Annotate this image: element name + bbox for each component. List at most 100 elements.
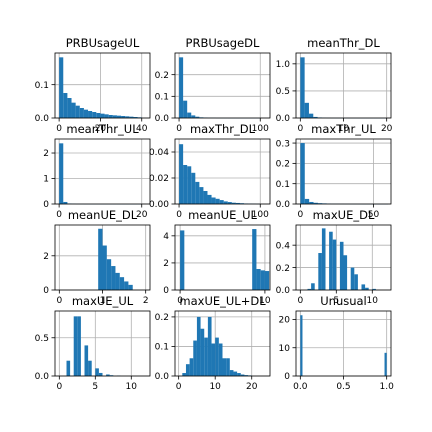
x-tick-label: 100 (252, 124, 269, 134)
histogram-bar (204, 337, 208, 376)
histogram-bar (196, 316, 201, 376)
subplot-3: 0 20 0 1 2 meanThr_UL (43, 122, 151, 220)
histogram-bar (191, 172, 196, 204)
x-tick-label: 0 (176, 210, 182, 220)
histogram-bar (84, 345, 89, 376)
y-tick-label: 0.2 (276, 264, 290, 274)
y-tick-label: 1 (43, 175, 49, 185)
histogram-bar (187, 166, 192, 204)
x-tick-label: 10 (209, 382, 221, 392)
x-tick-label: 0 (177, 296, 183, 306)
x-tick-label: 10 (367, 296, 379, 306)
histogram-bar (133, 117, 138, 118)
x-tick-label: 1 (100, 296, 106, 306)
y-tick-label: 0 (43, 200, 49, 210)
subplot-title: maxThr_DL (190, 122, 256, 136)
x-tick-label: 10 (126, 382, 138, 392)
y-tick-label: 0.1 (155, 343, 169, 353)
histogram-bar (207, 194, 212, 204)
y-tick-label: 0.0 (276, 286, 291, 296)
histogram-bar (195, 116, 200, 118)
histogram-bar (182, 373, 186, 376)
histogram-bar (207, 316, 212, 376)
histogram-bar (96, 113, 101, 118)
histogram-bar (180, 230, 185, 290)
x-tick-label: 0 (56, 210, 62, 220)
histogram-bar (231, 202, 236, 204)
subplot-0: 0 20 40 0.0 0.1 PRBUsageUL (35, 36, 151, 134)
histogram-bar (226, 358, 230, 376)
histogram-bar (189, 358, 194, 376)
histogram-bar (95, 368, 99, 376)
subplot-5: 0 50 0.0 0.1 0.2 0.3 maxThr_UL (276, 122, 392, 220)
histogram-bar (183, 100, 188, 118)
histogram-bar (218, 343, 223, 376)
histogram-bar (300, 57, 305, 118)
histogram-bar (77, 316, 81, 376)
axes-frame (295, 138, 392, 205)
y-tick-label: 0.0 (276, 114, 291, 124)
x-tick-label: 5 (92, 382, 98, 392)
histogram-bar (252, 229, 257, 290)
histogram-bar (179, 57, 184, 118)
y-tick-label: 0.2 (155, 71, 169, 81)
histogram-bar (200, 328, 205, 376)
histogram-bar (384, 352, 387, 376)
axes-frame (295, 224, 392, 291)
x-tick-label: 10 (259, 296, 271, 306)
histogram-bar (183, 165, 188, 204)
x-tick-label: 0 (298, 210, 304, 220)
histogram-bar (75, 105, 80, 118)
histogram-bar (313, 202, 318, 204)
subplot-title: meanUE_DL (68, 208, 138, 222)
subplot-title: PRBUsageUL (66, 36, 140, 50)
histogram-bar (300, 315, 303, 376)
histogram-bar (199, 187, 204, 204)
subplot-title: maxUE_DL (313, 208, 375, 222)
subplot-10: 0 10 20 0.0 0.1 0.2 maxUE_UL+DL (155, 294, 271, 392)
histogram-bar (240, 374, 245, 376)
histogram-bar (121, 116, 126, 118)
y-tick-label: 2 (43, 149, 49, 159)
y-tick-label: 0.0 (155, 114, 170, 124)
y-tick-label: 0.2 (155, 313, 169, 323)
histogram-bar (300, 143, 305, 204)
histogram-bar (119, 277, 125, 290)
histogram-bar (237, 373, 241, 376)
y-tick-label: 0.0 (35, 372, 50, 382)
subplot-1: 0 100 0.0 0.1 0.2 PRBUsageDL (155, 36, 271, 134)
x-tick-label: 0 (297, 124, 303, 134)
histogram-bar (112, 115, 117, 118)
subplot-title: maxThr_UL (311, 122, 376, 136)
y-tick-label: 0.3 (276, 139, 290, 149)
histogram-bar (343, 255, 348, 290)
histogram-bar (83, 109, 89, 118)
y-tick-label: 0.0 (155, 372, 170, 382)
x-tick-label: 20 (246, 382, 258, 392)
x-tick-label: 2 (143, 296, 149, 306)
histogram-bar (350, 267, 355, 290)
histogram-bar (233, 371, 238, 376)
histogram-bar (100, 113, 105, 118)
axes-frame (174, 138, 271, 205)
subplot-8: 0 5 10 0.0 0.2 0.4 maxUE_DL (276, 208, 392, 306)
histogram-bar (229, 370, 234, 376)
histogram-bar (318, 253, 322, 290)
histogram-bar (222, 358, 227, 376)
y-tick-label: 0.02 (149, 174, 169, 184)
axes-frame (54, 310, 151, 377)
y-tick-label: 10 (279, 344, 291, 354)
histogram-bar (88, 111, 93, 118)
histogram-bar (244, 375, 249, 376)
histogram-bar (307, 288, 312, 290)
histogram-bar (59, 143, 64, 204)
histogram-bar (92, 112, 97, 118)
subplot-title: Unusual (320, 294, 367, 308)
histogram-bar (115, 272, 120, 290)
histogram-bar (223, 201, 228, 204)
histogram-bar (372, 288, 376, 290)
histogram-bar (179, 144, 184, 204)
subplot-2: 0 10 20 0.0 0.5 1.0 meanThr_DL (276, 36, 393, 134)
